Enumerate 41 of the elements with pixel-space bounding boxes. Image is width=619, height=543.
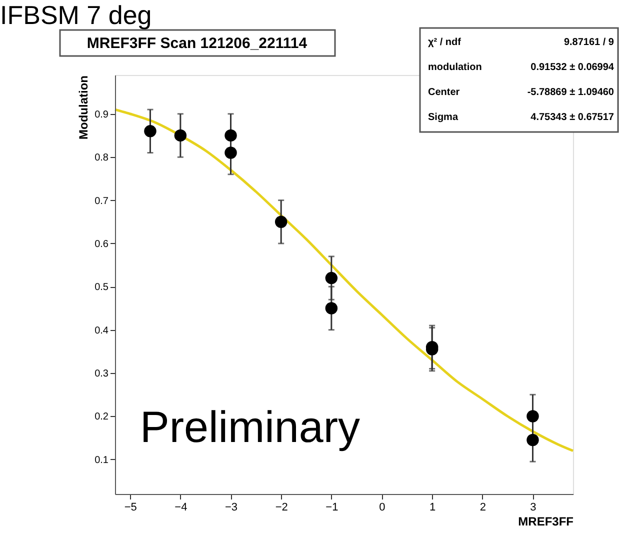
point (144, 125, 156, 138)
x-tick-label: 1 (430, 502, 436, 514)
annotation: Preliminary (140, 403, 360, 452)
point (526, 434, 539, 446)
point (224, 146, 237, 159)
text: 9.87161 / 9 (564, 37, 614, 48)
point (526, 410, 539, 422)
y-tick-label: 0.5 (94, 282, 109, 294)
y-tick-label: 0.6 (94, 238, 109, 250)
point (224, 129, 237, 142)
point (325, 272, 338, 284)
text: χ² / ndf (428, 37, 462, 48)
x-tick-label: −1 (326, 502, 338, 514)
point (174, 129, 187, 142)
text: modulation (428, 62, 482, 73)
x-tick-label: 2 (480, 502, 486, 514)
annotation: Center (428, 87, 460, 98)
x-tick-label: 0 (379, 502, 386, 514)
y-tick-label: 0.3 (94, 368, 109, 380)
x-axis-title: MREF3FF (518, 514, 574, 528)
y-axis-title: Modulation (76, 76, 91, 140)
annotation: -5.78869 ± 1.09460 (527, 87, 614, 98)
y-tick-label: 0.7 (94, 196, 109, 207)
line-series (114, 108, 574, 452)
annotation: Sigma (428, 112, 458, 123)
x-tick-label: −3 (224, 502, 238, 514)
x-tick-label: −2 (275, 502, 288, 514)
point (274, 216, 288, 228)
point (325, 302, 338, 314)
y-tick-label: 0.8 (94, 152, 109, 164)
text: 0.91532 ± 0.06994 (530, 62, 614, 73)
chart-title: IFBSM 7 deg (0, 0, 152, 30)
annotation: 4.75343 ± 0.67517 (530, 112, 614, 123)
y-tick-label: 0.1 (94, 454, 109, 466)
chart-subtitle: MREF3FF Scan 121206_221114 (86, 35, 308, 52)
y-tick-label: 0.4 (94, 325, 109, 336)
x-tick-label: −4 (174, 502, 188, 514)
y-tick-label: 0.9 (94, 109, 109, 120)
x-tick-label: 3 (530, 502, 536, 514)
y-tick-label: 0.2 (94, 412, 109, 423)
x-tick-label: −5 (124, 502, 137, 514)
